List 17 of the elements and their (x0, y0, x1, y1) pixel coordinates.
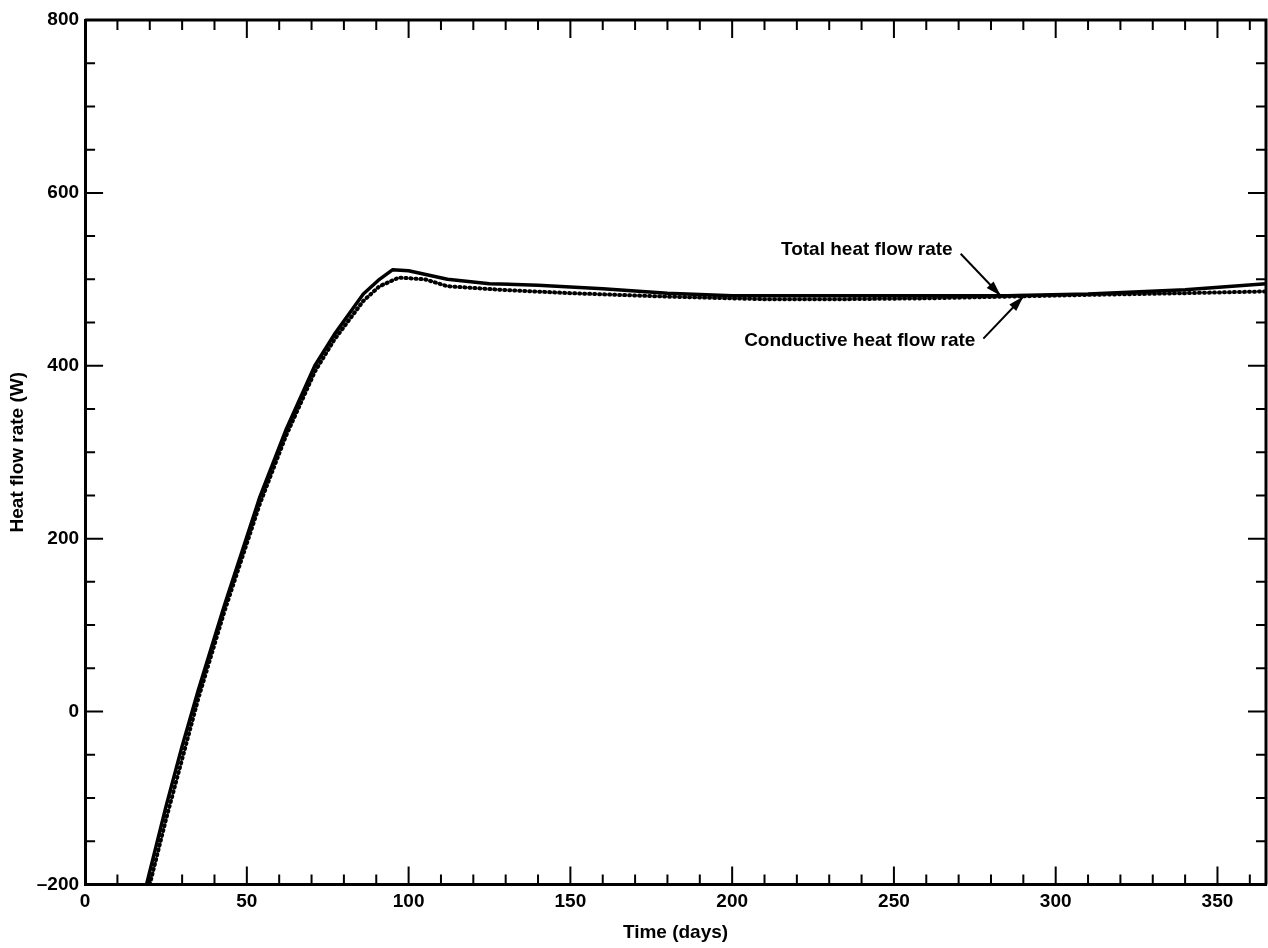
y-tick-label: 400 (47, 353, 80, 375)
x-tick-label: 50 (236, 890, 258, 912)
y-tick-label: –200 (36, 872, 80, 894)
x-tick-label: 350 (1201, 890, 1234, 912)
x-tick-label: 250 (878, 890, 910, 912)
annotation: Total heat flow rate (780, 237, 953, 259)
x-tick-label: 100 (392, 890, 425, 912)
y-tick-label: 0 (68, 699, 80, 721)
x-tick-label: 300 (1039, 890, 1072, 912)
x-axis-title: Time (days) (622, 920, 729, 942)
y-axis-title: Heat flow rate (W) (5, 371, 27, 533)
y-tick-label: 800 (47, 8, 80, 30)
x-tick-label: 200 (716, 890, 749, 912)
y-tick-label: 200 (47, 526, 80, 548)
y-tick-label: 600 (47, 181, 80, 203)
x-tick-label: 150 (554, 890, 587, 912)
annotation: Conductive heat flow rate (744, 328, 976, 350)
